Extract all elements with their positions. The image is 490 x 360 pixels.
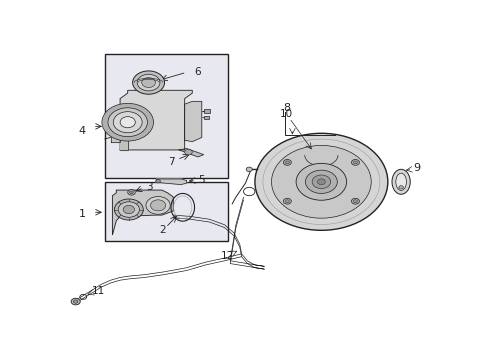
Circle shape <box>133 71 165 94</box>
Circle shape <box>296 163 346 200</box>
Polygon shape <box>185 102 202 141</box>
Circle shape <box>156 180 160 183</box>
Circle shape <box>146 197 170 214</box>
Circle shape <box>150 200 166 211</box>
Circle shape <box>283 198 292 204</box>
Text: 1: 1 <box>78 209 86 219</box>
Circle shape <box>399 186 403 189</box>
Circle shape <box>113 112 142 133</box>
Circle shape <box>137 74 160 91</box>
Circle shape <box>255 133 388 230</box>
Text: 11: 11 <box>92 286 105 296</box>
Circle shape <box>102 103 153 141</box>
Circle shape <box>118 202 140 217</box>
Polygon shape <box>113 190 173 234</box>
Text: 3: 3 <box>146 182 153 192</box>
Circle shape <box>120 117 135 128</box>
Polygon shape <box>120 110 128 150</box>
Circle shape <box>305 170 337 193</box>
Circle shape <box>123 205 135 214</box>
Circle shape <box>351 198 359 204</box>
Polygon shape <box>120 90 192 150</box>
Ellipse shape <box>392 169 410 194</box>
Text: 7: 7 <box>168 157 175 167</box>
Circle shape <box>351 159 359 165</box>
Bar <box>105 182 228 242</box>
Text: 12: 12 <box>220 251 234 261</box>
Circle shape <box>115 199 143 220</box>
Circle shape <box>318 179 325 185</box>
Text: 10: 10 <box>280 109 294 119</box>
Bar <box>204 116 209 119</box>
Text: 9: 9 <box>413 163 420 174</box>
Polygon shape <box>179 149 204 157</box>
Circle shape <box>285 161 289 164</box>
Circle shape <box>271 145 371 218</box>
Circle shape <box>129 191 133 194</box>
Circle shape <box>108 108 147 136</box>
Circle shape <box>353 161 357 164</box>
Circle shape <box>71 298 80 305</box>
Text: 6: 6 <box>194 67 200 77</box>
Bar <box>105 54 228 177</box>
Text: 8: 8 <box>283 103 290 113</box>
Polygon shape <box>111 111 120 141</box>
Circle shape <box>128 190 135 195</box>
Circle shape <box>185 149 192 155</box>
Circle shape <box>312 175 331 189</box>
Circle shape <box>353 200 357 203</box>
Polygon shape <box>156 179 187 185</box>
Text: 5: 5 <box>198 175 205 185</box>
Bar <box>204 109 211 113</box>
Text: 2: 2 <box>159 225 166 235</box>
Ellipse shape <box>396 173 406 190</box>
Text: 4: 4 <box>78 126 86 135</box>
Circle shape <box>283 159 292 165</box>
Circle shape <box>285 200 289 203</box>
Circle shape <box>142 77 155 87</box>
Circle shape <box>74 300 78 303</box>
Circle shape <box>246 167 252 172</box>
